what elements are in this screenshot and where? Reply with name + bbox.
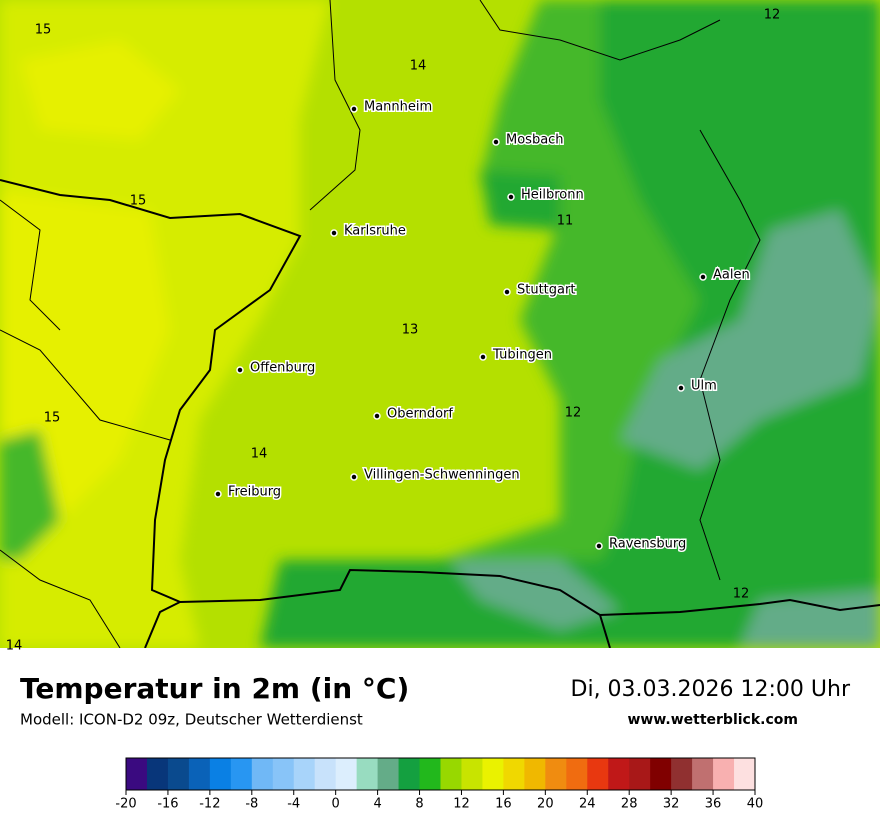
colorbar-segment bbox=[713, 758, 735, 790]
city-label: Mosbach bbox=[506, 133, 564, 148]
contour-label: 15 bbox=[44, 411, 61, 426]
city-dot bbox=[350, 105, 358, 113]
colorbar-tick-label: 28 bbox=[621, 797, 638, 812]
colorbar-segment bbox=[209, 758, 232, 790]
colorbar-frame bbox=[125, 757, 756, 791]
colorbar-tick-label: 20 bbox=[537, 797, 554, 812]
colorbar-tick-label: -20 bbox=[115, 797, 136, 812]
colorbar-segment bbox=[314, 758, 337, 790]
colorbar-segment bbox=[167, 758, 190, 790]
city-dot bbox=[507, 193, 515, 201]
city-dot bbox=[479, 353, 487, 361]
colorbar-segment bbox=[545, 758, 567, 790]
colorbar-segment bbox=[398, 758, 421, 790]
contour-label: 14 bbox=[251, 447, 268, 462]
contour-label: 13 bbox=[402, 323, 419, 338]
city-dot bbox=[330, 229, 338, 237]
colorbar-segment bbox=[419, 758, 441, 790]
colorbar-segment bbox=[692, 758, 714, 790]
city-dot bbox=[350, 473, 358, 481]
colorbar-segment bbox=[272, 758, 295, 790]
city-label: Offenburg bbox=[250, 361, 315, 376]
colorbar-segment bbox=[524, 758, 546, 790]
colorbar-segment bbox=[377, 758, 400, 790]
city-dot bbox=[214, 490, 222, 498]
city-dot bbox=[373, 412, 381, 420]
colorbar-segment bbox=[734, 758, 756, 790]
colorbar-tick-label: -16 bbox=[157, 797, 178, 812]
colorbar-tick-label: 12 bbox=[453, 797, 470, 812]
city-label: Heilbronn bbox=[521, 188, 584, 203]
city-label: Tübingen bbox=[492, 348, 552, 363]
colorbar-segment bbox=[587, 758, 609, 790]
colorbar-tick-label: 0 bbox=[332, 797, 340, 812]
colorbar-tick-label: -12 bbox=[199, 797, 220, 812]
colorbar-segment bbox=[146, 758, 169, 790]
colorbar-segment bbox=[126, 758, 148, 790]
colorbar-segment bbox=[356, 758, 379, 790]
date: Di, 03.03.2026 12:00 Uhr bbox=[571, 677, 851, 702]
contour-label: 12 bbox=[733, 587, 750, 602]
title: Temperatur in 2m (in °C) bbox=[20, 672, 409, 705]
city-label: Freiburg bbox=[228, 485, 281, 500]
city-label: Mannheim bbox=[364, 100, 432, 115]
subtitle: Modell: ICON-D2 09z, Deutscher Wetterdie… bbox=[20, 711, 363, 729]
colorbar-segment bbox=[335, 758, 358, 790]
colorbar-tick-label: -4 bbox=[287, 797, 300, 812]
city-label: Karlsruhe bbox=[344, 224, 406, 239]
city-dot bbox=[699, 273, 707, 281]
city-dot bbox=[677, 384, 685, 392]
contour-label: 12 bbox=[764, 8, 781, 23]
district-lines bbox=[0, 0, 761, 648]
colorbar-tick-label: 24 bbox=[579, 797, 596, 812]
colorbar-segment bbox=[230, 758, 253, 790]
colorbar-segment bbox=[188, 758, 211, 790]
colorbar-segment bbox=[671, 758, 693, 790]
city-label: Ravensburg bbox=[609, 537, 686, 552]
contour-label: 11 bbox=[557, 214, 574, 229]
colorbar-segment bbox=[566, 758, 588, 790]
map-background bbox=[0, 0, 880, 648]
colorbar-tick-label: 32 bbox=[663, 797, 680, 812]
city-dot bbox=[236, 366, 244, 374]
colorbar-segment bbox=[482, 758, 504, 790]
colorbar-segment bbox=[251, 758, 274, 790]
city-label: Ulm bbox=[691, 379, 717, 394]
borders bbox=[0, 179, 880, 648]
contour-label: 15 bbox=[35, 23, 52, 38]
contour-label: 14 bbox=[410, 59, 427, 74]
colorbar-segment bbox=[293, 758, 316, 790]
city-dot bbox=[595, 542, 603, 550]
colorbar-segment bbox=[629, 758, 651, 790]
contour-label: 12 bbox=[565, 406, 582, 421]
city-label: Aalen bbox=[713, 268, 750, 283]
colorbar-tick-label: 4 bbox=[373, 797, 381, 812]
colorbar-segment bbox=[461, 758, 483, 790]
colorbar-tick-label: 8 bbox=[415, 797, 423, 812]
colorbar-segment bbox=[608, 758, 630, 790]
colorbar-segment bbox=[650, 758, 672, 790]
colorbar-tick-label: 16 bbox=[495, 797, 512, 812]
city-label: Oberndorf bbox=[387, 407, 453, 422]
city-label: Villingen-Schwenningen bbox=[364, 468, 520, 483]
city-dot bbox=[503, 288, 511, 296]
city-label: Stuttgart bbox=[517, 283, 575, 298]
colorbar-segment bbox=[440, 758, 462, 790]
website: www.wetterblick.com bbox=[628, 712, 799, 728]
colorbar-segment bbox=[503, 758, 525, 790]
colorbar-tick-label: -8 bbox=[245, 797, 258, 812]
colorbar-tick-label: 40 bbox=[747, 797, 764, 812]
contour-label: 14 bbox=[6, 639, 23, 654]
city-dot bbox=[492, 138, 500, 146]
colorbar-tick-label: 36 bbox=[705, 797, 722, 812]
contour-label: 15 bbox=[130, 194, 147, 209]
